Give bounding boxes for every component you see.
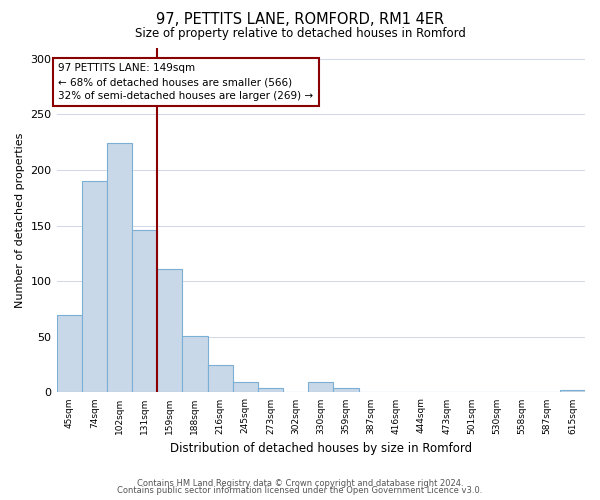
Bar bbox=[107, 143, 132, 392]
Bar bbox=[233, 382, 258, 392]
Bar bbox=[334, 388, 359, 392]
Bar bbox=[560, 390, 585, 392]
Bar bbox=[56, 314, 82, 392]
Y-axis label: Number of detached properties: Number of detached properties bbox=[15, 132, 25, 308]
X-axis label: Distribution of detached houses by size in Romford: Distribution of detached houses by size … bbox=[170, 442, 472, 455]
Bar bbox=[208, 364, 233, 392]
Text: 97 PETTITS LANE: 149sqm
← 68% of detached houses are smaller (566)
32% of semi-d: 97 PETTITS LANE: 149sqm ← 68% of detache… bbox=[58, 63, 313, 101]
Text: Size of property relative to detached houses in Romford: Size of property relative to detached ho… bbox=[134, 28, 466, 40]
Bar bbox=[182, 336, 208, 392]
Bar bbox=[308, 382, 334, 392]
Bar bbox=[258, 388, 283, 392]
Bar bbox=[132, 230, 157, 392]
Text: Contains HM Land Registry data © Crown copyright and database right 2024.: Contains HM Land Registry data © Crown c… bbox=[137, 478, 463, 488]
Text: Contains public sector information licensed under the Open Government Licence v3: Contains public sector information licen… bbox=[118, 486, 482, 495]
Bar bbox=[157, 269, 182, 392]
Bar bbox=[82, 181, 107, 392]
Text: 97, PETTITS LANE, ROMFORD, RM1 4ER: 97, PETTITS LANE, ROMFORD, RM1 4ER bbox=[156, 12, 444, 28]
